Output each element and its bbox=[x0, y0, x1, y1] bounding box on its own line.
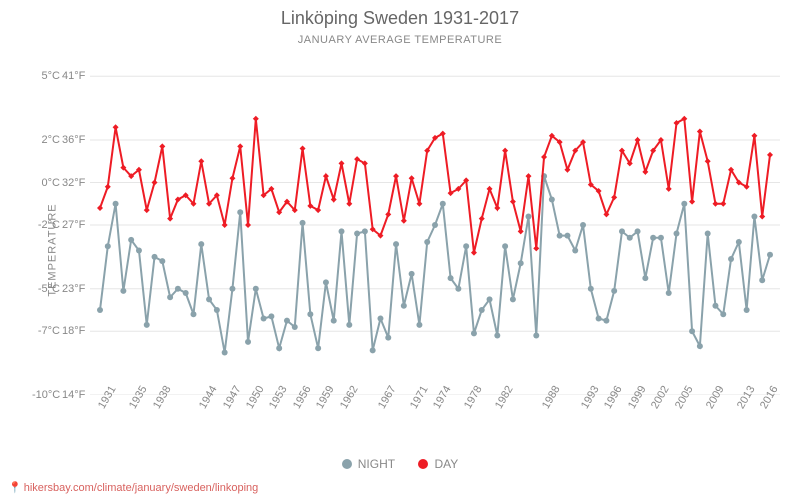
legend: NIGHT DAY bbox=[0, 457, 800, 472]
y-tick-celsius: 2°C bbox=[32, 134, 60, 146]
y-tick-fahrenheit: 32°F bbox=[62, 177, 90, 189]
circle-icon bbox=[418, 459, 428, 469]
plot-area bbox=[90, 55, 780, 395]
pin-icon: 📍 bbox=[8, 482, 22, 494]
legend-label-night: NIGHT bbox=[358, 457, 395, 471]
y-tick-celsius: 5°C bbox=[32, 70, 60, 82]
legend-label-day: DAY bbox=[434, 457, 458, 471]
y-tick-celsius: -10°C bbox=[32, 389, 60, 401]
chart-subtitle: JANUARY AVERAGE TEMPERATURE bbox=[0, 34, 800, 46]
legend-item-night: NIGHT bbox=[342, 457, 395, 471]
source-link[interactable]: 📍hikersbay.com/climate/january/sweden/li… bbox=[8, 481, 258, 494]
y-tick-celsius: 0°C bbox=[32, 177, 60, 189]
y-tick-celsius: -7°C bbox=[32, 325, 60, 337]
y-tick-fahrenheit: 14°F bbox=[62, 389, 90, 401]
y-tick-fahrenheit: 27°F bbox=[62, 219, 90, 231]
y-tick-fahrenheit: 23°F bbox=[62, 283, 90, 295]
y-tick-celsius: -2°C bbox=[32, 219, 60, 231]
climate-chart: Linköping Sweden 1931-2017 JANUARY AVERA… bbox=[0, 0, 800, 500]
y-tick-fahrenheit: 41°F bbox=[62, 70, 90, 82]
chart-title: Linköping Sweden 1931-2017 bbox=[0, 8, 800, 29]
y-tick-fahrenheit: 18°F bbox=[62, 325, 90, 337]
y-tick-fahrenheit: 36°F bbox=[62, 134, 90, 146]
legend-item-day: DAY bbox=[418, 457, 458, 471]
source-text: hikersbay.com/climate/january/sweden/lin… bbox=[24, 482, 259, 494]
y-tick-celsius: -5°C bbox=[32, 283, 60, 295]
circle-icon bbox=[342, 459, 352, 469]
